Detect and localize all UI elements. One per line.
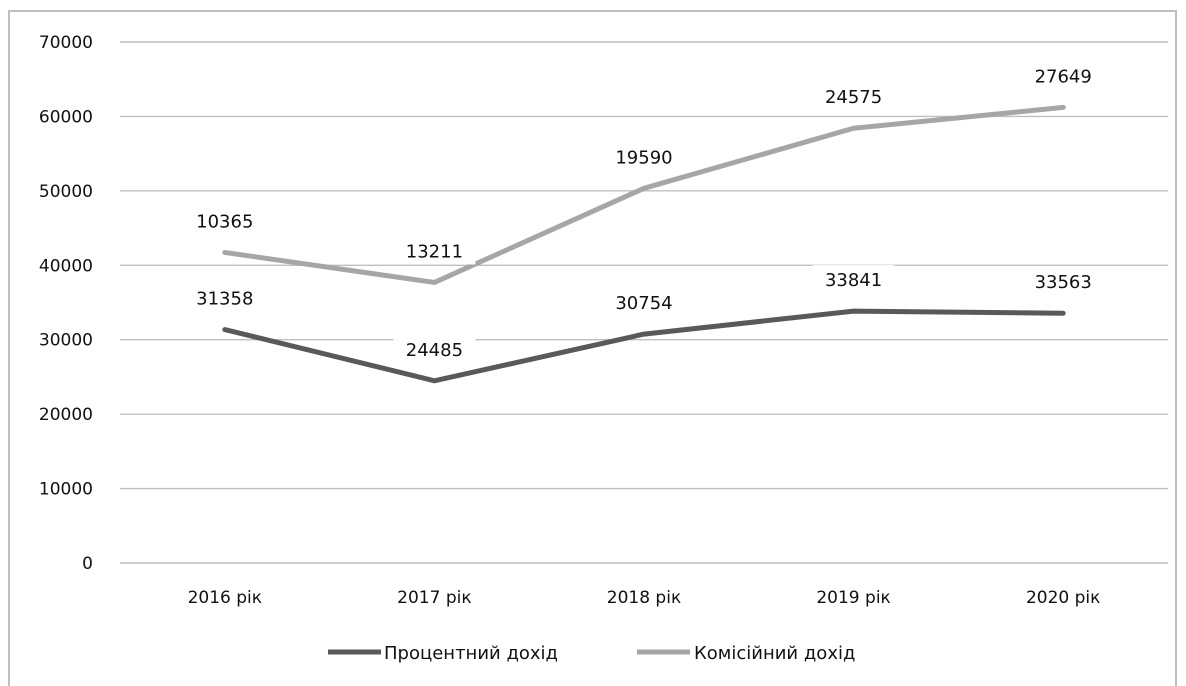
data-label-bg	[1022, 61, 1105, 90]
data-label-bg	[603, 142, 685, 171]
series-lines	[222, 104, 1066, 384]
y-tick-label: 20000	[39, 405, 93, 425]
data-label-interest: 33841	[825, 270, 882, 291]
x-tick-label: 2020 рік	[1026, 588, 1100, 608]
y-tick-label: 0	[82, 554, 93, 574]
data-label-commission: 24575	[825, 87, 882, 108]
y-tick-label: 10000	[39, 480, 93, 500]
data-label-interest: 30754	[615, 293, 672, 314]
data-label-bg	[812, 265, 895, 294]
data-label-bg	[1022, 267, 1105, 296]
data-label-commission: 27649	[1035, 66, 1092, 87]
x-tick-label: 2016 рік	[188, 588, 262, 608]
x-axis-ticks: 2016 рік 2017 рік 2018 рік 2019 рік 2020 рік	[188, 588, 1101, 608]
y-tick-label: 30000	[39, 331, 93, 351]
data-label-bg	[393, 236, 476, 265]
data-label-commission: 13211	[406, 241, 463, 262]
y-tick-label: 40000	[39, 256, 93, 276]
y-tick-label: 60000	[39, 107, 93, 127]
legend-label-interest: Процентний дохід	[384, 643, 558, 664]
y-axis-ticks: 0 10000 20000 30000 40000 50000 60000 70000	[39, 33, 93, 574]
series-line-commission	[222, 104, 1066, 285]
x-tick-label: 2018 рік	[607, 588, 681, 608]
y-tick-label: 70000	[39, 33, 93, 53]
chart-frame	[8, 10, 1177, 686]
x-tick-label: 2019 рік	[816, 588, 890, 608]
data-label-bg	[393, 334, 476, 363]
series-line-interest	[222, 308, 1066, 384]
data-label-bg	[183, 283, 266, 312]
legend-label-commission: Комісійний дохід	[694, 643, 855, 664]
data-label-interest: 31358	[196, 289, 253, 310]
y-tick-label: 50000	[39, 182, 93, 202]
gridlines	[120, 41, 1168, 564]
data-label-bg	[603, 288, 685, 317]
data-labels: 31358 24485 30754 33841 33563 10365 13211 19590…	[183, 61, 1105, 363]
data-label-commission: 10365	[196, 211, 253, 232]
legend: Процентний дохід Комісійний дохід	[328, 643, 855, 664]
data-label-bg	[183, 206, 266, 235]
data-label-interest: 33563	[1035, 272, 1092, 293]
x-tick-label: 2017 рік	[397, 588, 471, 608]
data-label-commission: 19590	[615, 147, 672, 168]
data-label-bg	[812, 82, 895, 111]
data-label-interest: 24485	[406, 340, 463, 361]
